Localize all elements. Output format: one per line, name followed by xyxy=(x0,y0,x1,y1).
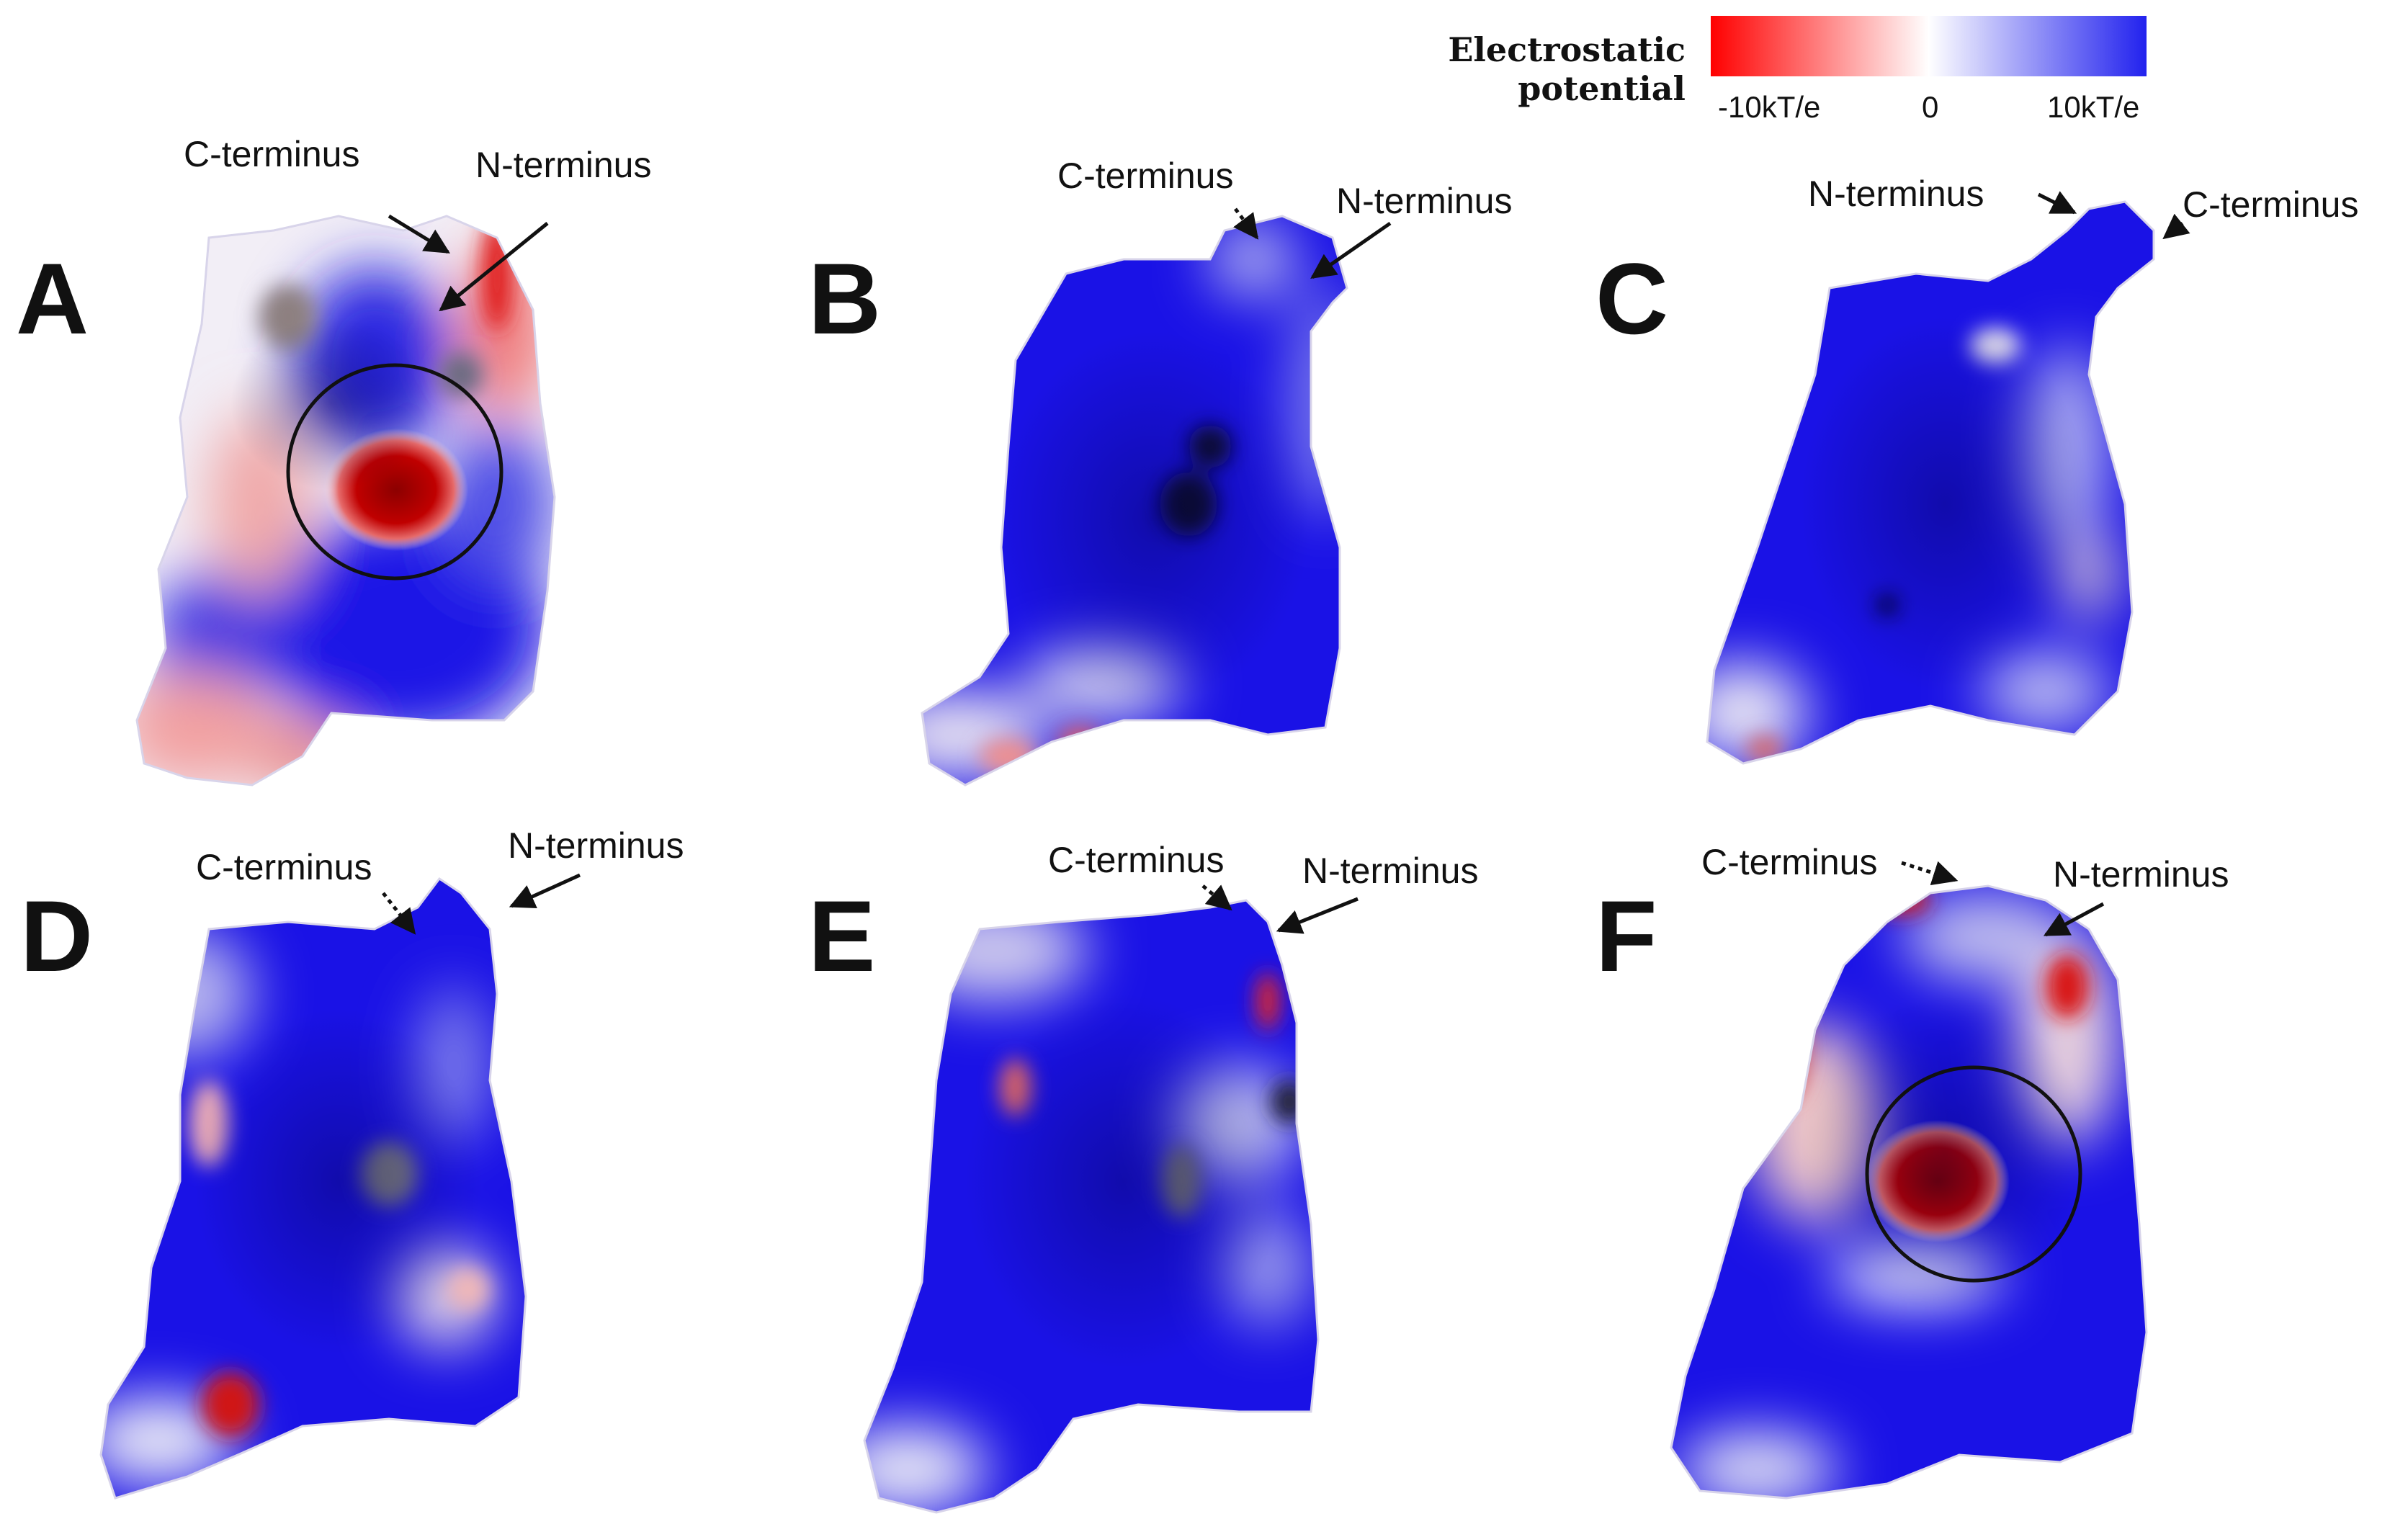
panel-f-n-terminus-arrow xyxy=(2043,902,2105,937)
surface-f xyxy=(1671,886,2147,1498)
panel-b-n-terminus-arrow xyxy=(1310,221,1392,279)
color-scale-bar xyxy=(1711,16,2147,76)
panel-e-c-terminus-arrow xyxy=(1201,884,1232,911)
panel-d-c-terminus-label: C-terminus xyxy=(196,847,372,887)
legend-tick-zero: 0 xyxy=(1922,90,1939,124)
panel-label-a: A xyxy=(16,242,89,355)
panel-c-c-terminus-label: C-terminus xyxy=(2183,184,2359,225)
panel-e-c-terminus-label: C-terminus xyxy=(1048,840,1225,880)
legend-title: Electrostatic potential xyxy=(1448,30,1686,108)
surface-b xyxy=(922,216,1347,785)
surface-c xyxy=(1707,202,2154,763)
panel-label-e: E xyxy=(808,879,876,992)
panel-f-n-terminus-label: N-terminus xyxy=(2053,854,2229,895)
panel-label-d: D xyxy=(20,879,94,992)
panel-b-c-terminus-arrow xyxy=(1233,207,1259,240)
panel-b-c-terminus-label: C-terminus xyxy=(1057,156,1234,196)
panel-f-c-terminus-label: C-terminus xyxy=(1701,842,1878,882)
panel-f-pocket-circle xyxy=(1865,1065,2082,1283)
panel-a-n-terminus-arrow xyxy=(439,222,549,312)
panel-label-f: F xyxy=(1595,879,1657,992)
panel-d-n-terminus-label: N-terminus xyxy=(508,825,684,866)
surface-a xyxy=(137,216,555,785)
panel-c-n-terminus-arrow xyxy=(2037,191,2077,215)
panel-a-c-terminus-arrow xyxy=(388,214,450,254)
legend-tick-max: 10kT/e xyxy=(2047,90,2140,124)
panel-d-n-terminus-arrow xyxy=(509,873,581,908)
legend-tick-min: -10kT/e xyxy=(1718,90,1821,124)
panel-c-n-terminus-label: N-terminus xyxy=(1808,174,1984,214)
panel-e-n-terminus-arrow xyxy=(1276,897,1359,934)
panel-c-c-terminus-arrow xyxy=(2162,213,2190,240)
panel-f-c-terminus-arrow xyxy=(1901,861,1959,886)
surface-e xyxy=(864,900,1318,1513)
panel-a-pocket-circle xyxy=(286,363,503,581)
panel-a-c-terminus-label: C-terminus xyxy=(184,134,360,174)
panel-e-n-terminus-label: N-terminus xyxy=(1302,851,1479,891)
panel-b-n-terminus-label: N-terminus xyxy=(1336,181,1513,221)
panel-a-n-terminus-label: N-terminus xyxy=(475,145,652,185)
panel-label-c: C xyxy=(1595,242,1669,355)
surface-d xyxy=(101,879,526,1498)
panel-label-b: B xyxy=(808,242,882,355)
